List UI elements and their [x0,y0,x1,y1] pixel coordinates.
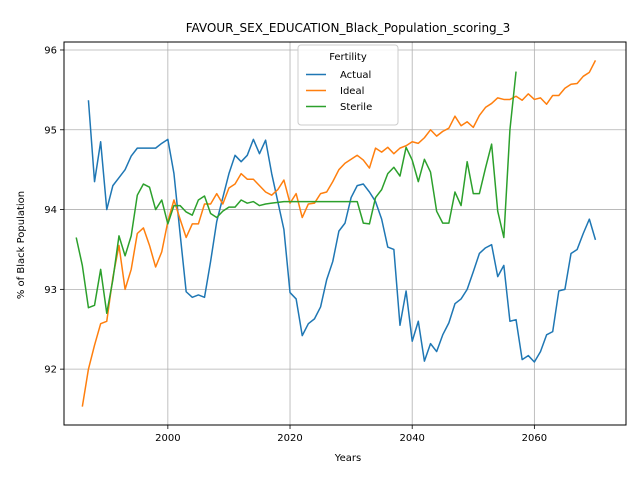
legend-items: Actual Ideal Sterile [306,70,372,113]
x-tick-label: 2020 [277,433,302,444]
y-tick-label: 94 [44,205,57,216]
legend-title: Fertility [329,52,367,63]
x-tick-label: 2040 [399,433,424,444]
series-line-sterile [75,71,517,315]
y-axis-ticks: 92 93 94 95 96 [44,45,64,376]
x-tick-label: 2000 [155,433,180,444]
x-tick-label: 2060 [522,433,547,444]
chart-title: FAVOUR_SEX_EDUCATION_Black_Population_sc… [186,21,511,35]
x-axis-ticks: 2000 2020 2040 2060 [155,425,547,444]
legend-box [297,44,399,126]
y-tick-label: 93 [44,285,57,296]
y-tick-label: 95 [44,125,57,136]
y-tick-label: 96 [44,45,57,56]
x-axis-title: Years [334,453,361,464]
legend-label-actual: Actual [340,70,371,81]
y-axis-title: % of Black Population [16,191,27,299]
plot-frame [63,41,627,426]
series-lines [75,60,597,407]
y-tick-label: 92 [44,365,57,376]
series-line-actual [87,100,597,363]
legend-label-ideal: Ideal [340,86,364,97]
legend: Fertility Actual Ideal Sterile [297,44,399,126]
legend-label-sterile: Sterile [340,102,372,113]
